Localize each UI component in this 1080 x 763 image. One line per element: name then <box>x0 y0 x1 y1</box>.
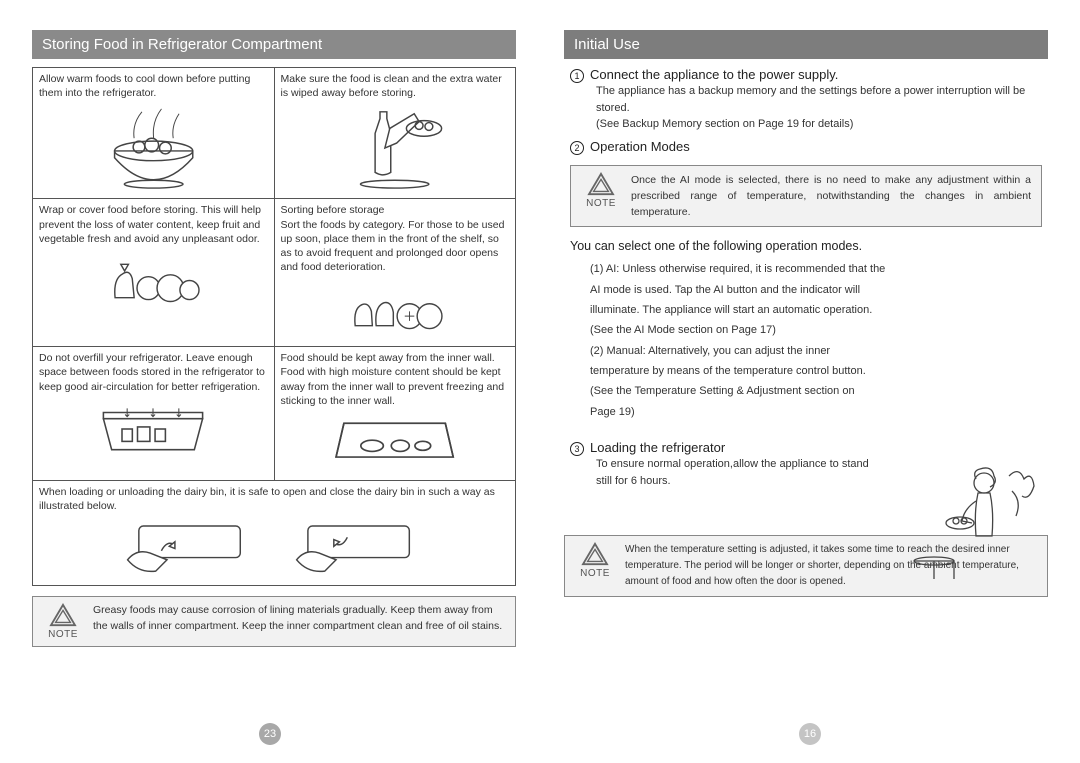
tip-illustration-inner-wall <box>281 412 510 474</box>
tip-illustration-dairy-bin <box>39 517 509 579</box>
tip-illustration-wrapped-food <box>39 250 268 312</box>
note-text: Greasy foods may cause corrosion of lini… <box>93 603 505 635</box>
tip-text: Food should be kept away from the inner … <box>281 351 510 408</box>
step-1: 1 Connect the appliance to the power sup… <box>570 67 1048 133</box>
tip-illustration-overfill <box>39 398 268 460</box>
modes-intro: You can select one of the following oper… <box>570 239 1048 253</box>
tip-cell-1: Allow warm foods to cool down before put… <box>33 68 275 199</box>
note-label: NOTE <box>580 568 610 579</box>
tip-cell-3: Wrap or cover food before storing. This … <box>33 199 275 347</box>
tip-cell-7: When loading or unloading the dairy bin,… <box>33 480 516 585</box>
step-2: 2 Operation Modes <box>570 139 1048 155</box>
left-page: Storing Food in Refrigerator Compartment… <box>0 0 540 763</box>
tip-text: Do not overfill your refrigerator. Leave… <box>39 351 268 394</box>
note-label: NOTE <box>48 629 78 640</box>
tip-text: Sorting before storage Sort the foods by… <box>281 203 510 274</box>
right-page-number: 16 <box>799 723 821 745</box>
right-section-header: Initial Use <box>564 30 1048 59</box>
ai-note-box: NOTE Once the AI mode is selected, there… <box>570 165 1042 228</box>
step-number-icon: 3 <box>570 442 584 456</box>
right-page: Initial Use 1 Connect the appliance to t… <box>540 0 1080 763</box>
tip-cell-5: Do not overfill your refrigerator. Leave… <box>33 347 275 481</box>
tip-illustration-sorting <box>281 278 510 340</box>
step-sub: The appliance has a backup memory and th… <box>596 83 1048 133</box>
tip-text: Make sure the food is clean and the extr… <box>281 72 510 100</box>
tip-illustration-steam-bowl <box>39 104 268 192</box>
note-icon: NOTE <box>581 172 621 209</box>
step-title: Loading the refrigerator <box>590 440 725 455</box>
tip-cell-6: Food should be kept away from the inner … <box>274 347 516 481</box>
note-label: NOTE <box>586 198 616 209</box>
step-title: Operation Modes <box>590 139 690 154</box>
tip-text: Allow warm foods to cool down before put… <box>39 72 268 100</box>
step-sub: To ensure normal operation,allow the app… <box>596 456 886 489</box>
tip-illustration-bottle-cloth <box>281 104 510 192</box>
modes-list: (1) AI: Unless otherwise required, it is… <box>590 259 1048 422</box>
tip-text: Wrap or cover food before storing. This … <box>39 203 268 246</box>
left-note-box: NOTE Greasy foods may cause corrosion of… <box>32 596 516 647</box>
illustration-woman-fridge <box>894 461 1044 579</box>
left-section-header: Storing Food in Refrigerator Compartment <box>32 30 516 59</box>
note-icon: NOTE <box>43 603 83 640</box>
step-title: Connect the appliance to the power suppl… <box>590 67 838 82</box>
step-number-icon: 2 <box>570 141 584 155</box>
note-icon: NOTE <box>575 542 615 579</box>
note-text: Once the AI mode is selected, there is n… <box>631 172 1031 221</box>
step-number-icon: 1 <box>570 69 584 83</box>
tip-cell-2: Make sure the food is clean and the extr… <box>274 68 516 199</box>
tip-text: When loading or unloading the dairy bin,… <box>39 485 509 513</box>
tips-table: Allow warm foods to cool down before put… <box>32 67 516 586</box>
left-page-number: 23 <box>259 723 281 745</box>
tip-cell-4: Sorting before storage Sort the foods by… <box>274 199 516 347</box>
